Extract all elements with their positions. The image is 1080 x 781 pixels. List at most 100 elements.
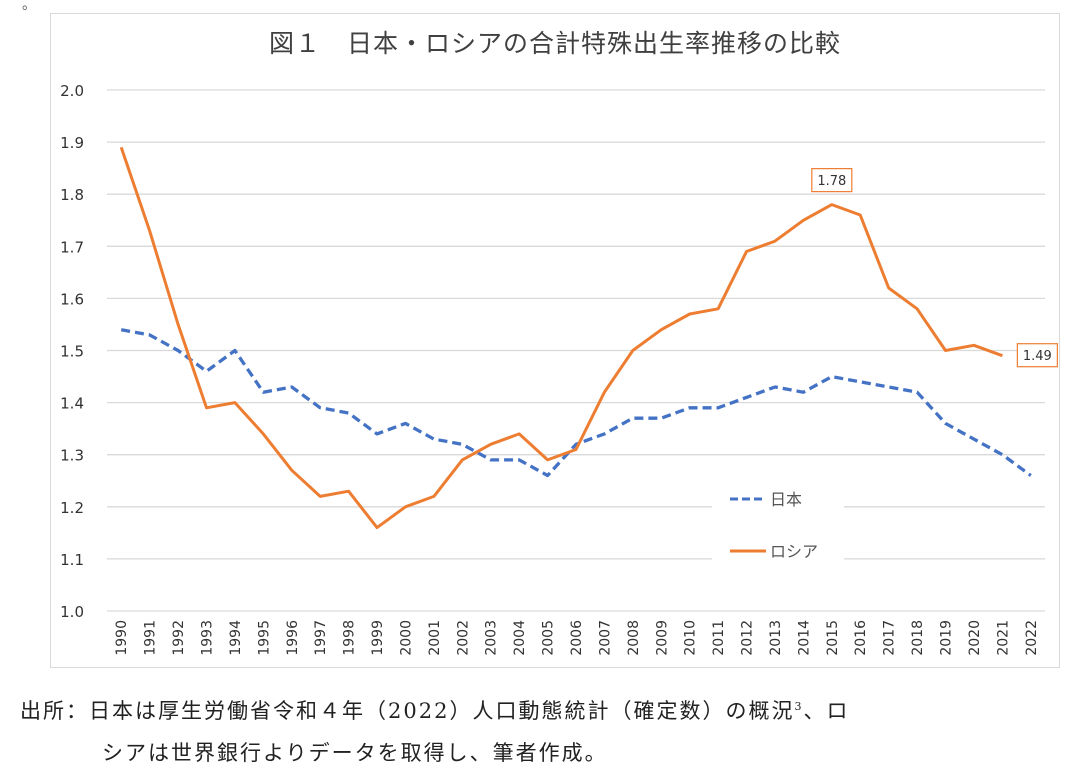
x-tick-label: 1992: [171, 620, 187, 656]
x-tick-label: 2007: [597, 620, 613, 656]
data-point: [972, 437, 976, 441]
y-tick-label: 1.8: [60, 186, 84, 204]
data-label-box: [1016, 343, 1058, 368]
data-point: [233, 349, 237, 353]
x-tick-label: 1996: [285, 620, 301, 656]
data-point: [659, 416, 663, 420]
y-axis-ticks: 1.0 1.1 1.2 1.3 1.4 1.5 1.6 1.7 1.8 1.9 2.0: [60, 82, 84, 621]
x-tick-label: 2022: [1024, 620, 1040, 656]
y-tick-label: 1.4: [60, 395, 84, 413]
series-line-japan: [120, 328, 1032, 478]
data-point: [915, 307, 919, 311]
data-point: [403, 421, 407, 425]
data-point: [887, 385, 891, 389]
series-lines: [119, 145, 1033, 530]
y-tick-label: 1.0: [60, 603, 84, 621]
data-point: [204, 369, 208, 373]
data-point: [602, 390, 606, 394]
data-point: [375, 526, 379, 530]
data-point: [119, 145, 123, 149]
data-label-box: [811, 168, 853, 193]
x-tick-label: 2016: [853, 620, 869, 656]
y-tick-label: 1.6: [60, 290, 84, 308]
x-tick-label: 1994: [228, 620, 244, 656]
y-tick-label: 1.3: [60, 447, 84, 465]
legend-label: 日本: [770, 490, 802, 509]
data-point: [148, 333, 152, 337]
data-point: [432, 494, 436, 498]
data-point: [1000, 354, 1004, 358]
data-point: [432, 437, 436, 441]
data-point: [631, 349, 635, 353]
data-point: [290, 385, 294, 389]
data-point: [887, 286, 891, 290]
x-tick-label: 1991: [143, 620, 159, 656]
data-point: [574, 447, 578, 451]
data-point: [347, 411, 351, 415]
data-point: [176, 322, 180, 326]
y-tick-label: 1.1: [60, 551, 84, 569]
data-point: [261, 390, 265, 394]
y-tick-label: 1.9: [60, 134, 84, 152]
y-tick-label: 1.5: [60, 343, 84, 361]
data-point: [631, 416, 635, 420]
data-point: [745, 395, 749, 399]
data-point: [546, 458, 550, 462]
x-tick-label: 1998: [342, 620, 358, 656]
footnote-marker: 3: [794, 700, 804, 713]
chart-title: 図１ 日本・ロシアの合計特殊出生率推移の比較: [268, 29, 841, 58]
x-tick-label: 2021: [995, 620, 1011, 656]
y-tick-label: 1.7: [60, 238, 84, 256]
series-line-russia: [119, 146, 1003, 530]
x-tick-label: 2020: [967, 620, 983, 656]
data-point: [858, 213, 862, 217]
x-tick-label: 1997: [313, 620, 329, 656]
data-point: [517, 458, 521, 462]
x-tick-label: 2014: [796, 620, 812, 656]
data-point: [148, 229, 152, 233]
data-point: [602, 432, 606, 436]
data-point: [403, 505, 407, 509]
data-point: [858, 380, 862, 384]
x-tick-label: 2017: [882, 620, 898, 656]
data-point: [688, 406, 692, 410]
data-point: [972, 343, 976, 347]
x-tick-label: 2000: [398, 620, 414, 656]
y-tick-label: 2.0: [60, 82, 84, 100]
data-point: [489, 458, 493, 462]
data-point: [716, 406, 720, 410]
data-point: [944, 421, 948, 425]
x-tick-label: 1993: [199, 620, 215, 656]
data-point: [318, 494, 322, 498]
data-point: [773, 239, 777, 243]
data-point: [375, 432, 379, 436]
data-point: [801, 218, 805, 222]
data-labels: 1.78 1.49: [811, 168, 1058, 368]
x-tick-label: 2008: [626, 620, 642, 656]
data-point: [1029, 474, 1033, 478]
stray-punctuation: 。: [22, 0, 36, 13]
x-tick-label: 2011: [711, 620, 727, 656]
y-tick-label: 1.2: [60, 499, 84, 517]
data-point: [830, 203, 834, 207]
data-point: [944, 349, 948, 353]
data-point: [773, 385, 777, 389]
legend-background: [712, 478, 844, 574]
data-point: [915, 390, 919, 394]
x-tick-label: 1999: [370, 620, 386, 656]
x-tick-label: 1990: [114, 620, 130, 656]
data-point: [546, 474, 550, 478]
data-point: [204, 406, 208, 410]
data-point: [745, 250, 749, 254]
x-tick-label: 2018: [910, 620, 926, 656]
data-point: [176, 349, 180, 353]
source-caption: 出所：日本は厚生労働省令和４年（2022）人口動態統計（確定数）の概況3、ロ シ…: [20, 686, 849, 774]
data-point: [233, 401, 237, 405]
data-label: 1.49: [1023, 349, 1052, 364]
data-point: [460, 442, 464, 446]
data-point: [801, 390, 805, 394]
data-point: [290, 468, 294, 472]
x-tick-label: 2005: [541, 620, 557, 656]
